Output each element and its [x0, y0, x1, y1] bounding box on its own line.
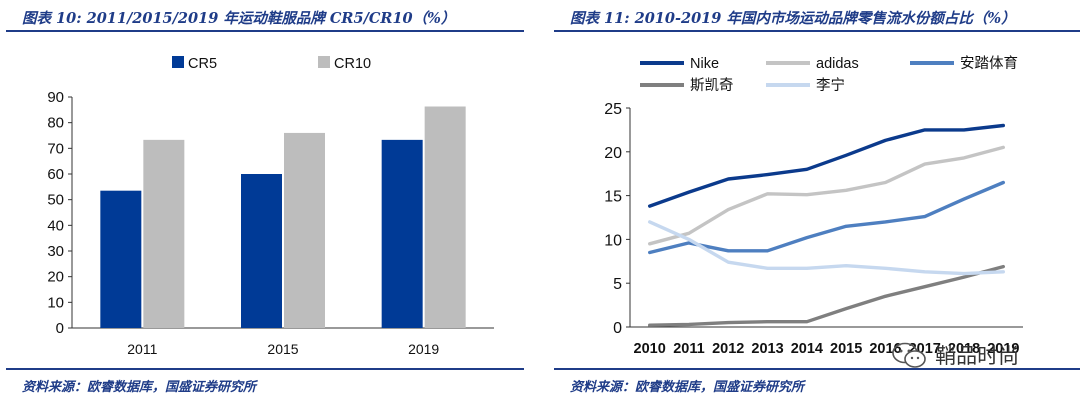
bar-cr5-2011	[100, 190, 142, 328]
bar-y-tick-label: 10	[47, 294, 64, 311]
line-x-tick-label: 2012	[712, 341, 744, 357]
legend-label-nike: Nike	[690, 56, 719, 72]
bar-y-tick-label: 20	[47, 269, 64, 286]
bar-y-tick-label: 80	[47, 115, 64, 132]
right-title-rule	[554, 30, 1080, 32]
watermark: 鞘品时尚	[890, 340, 1019, 370]
legend-label-lining: 李宁	[816, 77, 845, 94]
line-x-tick-label: 2015	[830, 341, 862, 357]
line-y-tick-label: 5	[613, 276, 622, 293]
line-y-tick-label: 0	[613, 320, 622, 337]
bar-y-tick-label: 40	[47, 217, 64, 234]
right-source-note: 资料来源：欧睿数据库，国盛证券研究所	[570, 380, 805, 395]
left-title-rule	[6, 30, 524, 32]
series-line-lining	[647, 220, 1005, 276]
line-y-tick-label: 10	[604, 232, 622, 249]
legend-label-adidas: adidas	[816, 56, 859, 72]
bar-y-tick-label: 70	[47, 140, 64, 157]
left-figure-title: 图表 10: 2011/2015/2019 年运动鞋服品牌 CR5/CR10（%…	[22, 10, 456, 27]
legend-label-anta: 安踏体育	[960, 55, 1018, 72]
line-x-tick-label: 2014	[791, 341, 823, 357]
right-chart-panel: 图表 11: 2010-2019 年国内市场运动品牌零售流水份额占比（%） 0 5…	[548, 0, 1080, 402]
bar-y-tick-label: 50	[47, 192, 64, 209]
series-line-anta	[647, 180, 1005, 255]
line-x-tick-label: 2011	[673, 341, 704, 357]
legend-label-skechers: 斯凯奇	[690, 77, 734, 94]
bar-x-tick-label: 2015	[267, 341, 298, 357]
line-y-tick-label: 15	[604, 189, 622, 206]
line-y-tick-label: 25	[604, 101, 622, 118]
bar-x-tick-label: 2019	[408, 341, 439, 357]
right-figure-title: 图表 11: 2010-2019 年国内市场运动品牌零售流水份额占比（%）	[570, 10, 1016, 27]
series-line-adidas	[647, 145, 1005, 246]
bar-cr5-2015	[241, 174, 282, 328]
line-y-tick-label: 20	[604, 145, 622, 162]
left-source-note: 资料来源：欧睿数据库，国盛证券研究所	[22, 380, 257, 395]
bar-y-tick-label: 30	[47, 243, 64, 260]
bar-cr10-2011	[143, 139, 185, 328]
left-source-rule	[6, 368, 524, 370]
legend-swatch-cr5	[172, 56, 184, 68]
line-x-tick-label: 2019	[987, 341, 1019, 357]
line-x-tick-label: 2013	[751, 341, 783, 357]
line-x-tick-label: 2018	[948, 341, 980, 357]
bar-cr10-2015	[284, 132, 325, 328]
watermark-text: 鞘品时尚	[935, 344, 1020, 368]
legend-label-cr5: CR5	[188, 56, 217, 72]
bar-y-tick-label: 90	[47, 89, 64, 106]
series-line-nike	[647, 123, 1005, 208]
bar-y-tick-label: 0	[56, 320, 64, 337]
wechat-icon	[892, 342, 926, 368]
left-chart-panel: 图表 10: 2011/2015/2019 年运动鞋服品牌 CR5/CR10（%…	[0, 0, 530, 402]
bar-chart: 0 10 20 30 40 50 60 70 80 90 2011 2015 2019 CR5 CR10	[47, 56, 494, 357]
bar-cr10-2019	[424, 106, 466, 328]
series-line-skechers	[647, 264, 1005, 327]
bar-x-tick-label: 2011	[127, 341, 157, 357]
legend-label-cr10: CR10	[334, 56, 371, 72]
right-source-rule	[554, 368, 1080, 370]
legend-swatch-cr10	[318, 56, 330, 68]
line-x-tick-label: 2010	[634, 341, 666, 357]
bar-y-tick-label: 60	[47, 166, 64, 183]
bar-cr5-2019	[381, 139, 423, 328]
